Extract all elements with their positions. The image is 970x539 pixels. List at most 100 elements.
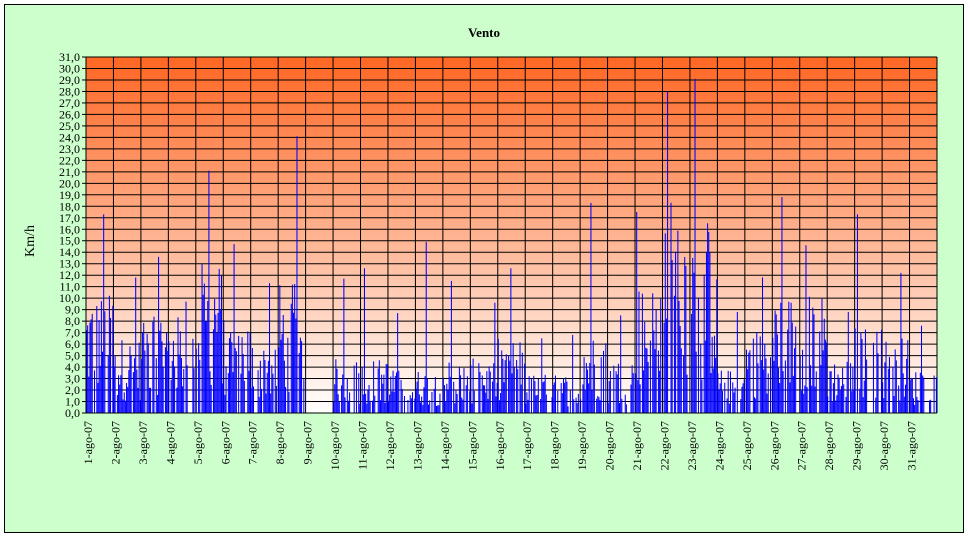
- wind-bar: [465, 385, 467, 413]
- wind-bar: [684, 256, 686, 413]
- wind-bar: [709, 252, 711, 413]
- wind-bar: [139, 400, 141, 413]
- wind-bar: [210, 384, 212, 413]
- wind-bar: [685, 266, 687, 413]
- wind-bar: [544, 374, 546, 413]
- wind-bar: [341, 385, 343, 413]
- x-tick-label: 24-ago-07: [712, 421, 726, 470]
- wind-bar: [270, 393, 272, 413]
- wind-bar: [170, 379, 172, 413]
- wind-bar: [478, 363, 480, 413]
- wind-bar: [596, 398, 598, 413]
- wind-bar: [534, 380, 536, 413]
- wind-bar: [842, 367, 844, 413]
- wind-bar: [686, 374, 688, 413]
- y-tick-label: 25,0: [59, 119, 80, 133]
- wind-bar: [162, 367, 164, 413]
- x-tick-label: 17-ago-07: [520, 421, 534, 470]
- y-tick-label: 4,0: [65, 360, 80, 374]
- wind-bar: [733, 392, 735, 413]
- wind-bar: [428, 404, 430, 413]
- wind-bar: [177, 317, 179, 413]
- wind-bar: [161, 341, 163, 413]
- wind-bar: [655, 309, 657, 413]
- wind-bar: [96, 305, 98, 413]
- wind-bar: [589, 362, 591, 413]
- wind-bar: [240, 373, 242, 413]
- wind-bar: [455, 390, 457, 413]
- wind-bar: [734, 387, 736, 413]
- wind-bar: [660, 297, 662, 413]
- x-tick-label: 28-ago-07: [822, 421, 836, 470]
- wind-bar: [901, 338, 903, 413]
- wind-bar: [110, 317, 112, 413]
- wind-bar: [174, 366, 176, 413]
- wind-bar: [243, 380, 245, 413]
- wind-bar: [887, 368, 889, 413]
- wind-bar: [418, 394, 420, 413]
- wind-bar: [588, 383, 590, 413]
- wind-bar: [274, 349, 276, 413]
- wind-bar: [171, 360, 173, 413]
- wind-bar: [837, 374, 839, 413]
- wind-bar: [859, 388, 861, 413]
- wind-bar: [708, 232, 710, 413]
- wind-bar: [695, 351, 697, 413]
- wind-bar: [470, 365, 472, 413]
- wind-bar: [853, 389, 855, 413]
- wind-bar: [774, 310, 776, 413]
- wind-bar: [646, 348, 648, 413]
- wind-bar: [907, 340, 909, 413]
- wind-bar: [645, 347, 647, 413]
- wind-bar: [613, 365, 615, 413]
- wind-bar: [178, 354, 180, 413]
- y-tick-label: 5,0: [65, 349, 80, 363]
- wind-bar: [164, 347, 166, 413]
- plot-area: 0,01,02,03,04,05,06,07,08,09,010,011,012…: [59, 50, 938, 470]
- wind-bar: [114, 355, 116, 413]
- wind-chart: Vento Km/h 0,01,02,03,04,05,06,07,08,09,…: [23, 25, 938, 470]
- wind-bar: [436, 405, 438, 413]
- wind-bar: [407, 399, 409, 413]
- x-tick-label: 31-ago-07: [905, 421, 919, 470]
- wind-bar: [119, 384, 121, 413]
- wind-bar: [707, 223, 709, 413]
- wind-bar: [909, 379, 911, 413]
- wind-bar: [231, 342, 233, 413]
- wind-bar: [599, 400, 601, 413]
- wind-bar: [922, 375, 924, 413]
- wind-bar: [766, 393, 768, 413]
- wind-bar: [864, 329, 866, 413]
- wind-bar: [295, 318, 297, 413]
- wind-bar: [90, 319, 92, 413]
- wind-bar: [471, 403, 473, 413]
- wind-bar: [753, 397, 756, 413]
- y-tick-label: 15,0: [59, 234, 80, 248]
- wind-bar: [153, 316, 155, 413]
- wind-bar: [279, 285, 281, 413]
- wind-bar: [425, 241, 427, 413]
- wind-bar: [469, 391, 471, 413]
- wind-bar: [473, 390, 475, 413]
- y-tick-label: 22,0: [59, 153, 80, 167]
- wind-bar: [199, 359, 201, 413]
- wind-bar: [264, 359, 266, 413]
- wind-bar: [832, 383, 834, 413]
- chart-frame: Vento Km/h 0,0 1,0 2,0 3,0 4,0 5,0 6,0 7,0 8,0 9,…: [4, 4, 964, 533]
- wind-bar: [861, 338, 863, 413]
- x-tick-label: 5-ago-07: [191, 421, 205, 464]
- wind-bar: [840, 386, 842, 413]
- y-tick-label: 21,0: [59, 165, 80, 179]
- wind-bar: [592, 340, 594, 413]
- wind-bar: [703, 274, 705, 413]
- wind-bar: [204, 321, 206, 413]
- wind-bar: [693, 272, 695, 413]
- x-tick-label: 30-ago-07: [877, 421, 891, 470]
- wind-bar: [389, 394, 391, 413]
- chart-title: Vento: [468, 25, 500, 40]
- wind-bar: [791, 322, 793, 413]
- wind-bar: [663, 322, 665, 413]
- wind-bar: [94, 370, 96, 413]
- wind-bar: [401, 388, 403, 413]
- wind-bar: [434, 377, 436, 413]
